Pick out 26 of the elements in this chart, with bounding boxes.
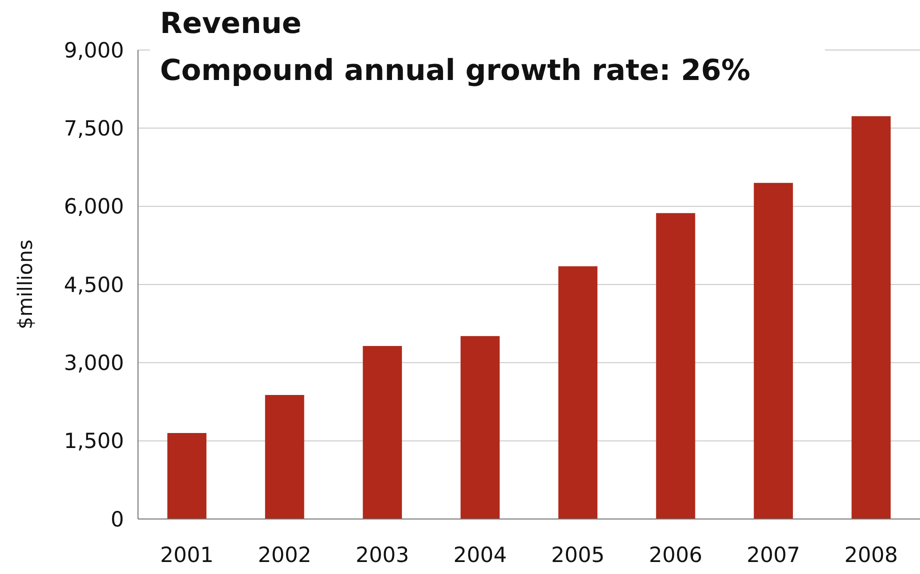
x-tick-label: 2005 [551,543,605,567]
y-tick-label: 0 [110,507,124,532]
bar [558,266,598,519]
x-tick-label: 2001 [160,543,214,567]
x-tick-label: 2002 [258,543,312,567]
y-tick-label: 7,500 [64,116,124,141]
bar [852,116,891,519]
bar [362,346,402,519]
x-tick-label: 2006 [648,543,702,567]
y-axis-title: $millions [13,240,37,330]
bar [265,394,304,519]
bar [656,213,696,519]
x-tick-label: 2003 [356,543,410,567]
x-tick-label: 2004 [453,543,507,567]
chart-title: Revenue [160,6,302,40]
bar [460,336,500,519]
y-tick-label: 4,500 [64,272,124,297]
y-tick-label: 9,000 [64,38,124,62]
x-tick-label: 2008 [844,543,898,567]
bar [754,182,793,519]
x-tick-label: 2007 [746,543,800,567]
y-tick-label: 6,000 [64,194,124,219]
chart-subtitle: Compound annual growth rate: 26% [160,53,750,87]
bar [167,433,206,519]
y-tick-label: 1,500 [64,429,124,454]
y-tick-label: 3,000 [64,351,124,376]
